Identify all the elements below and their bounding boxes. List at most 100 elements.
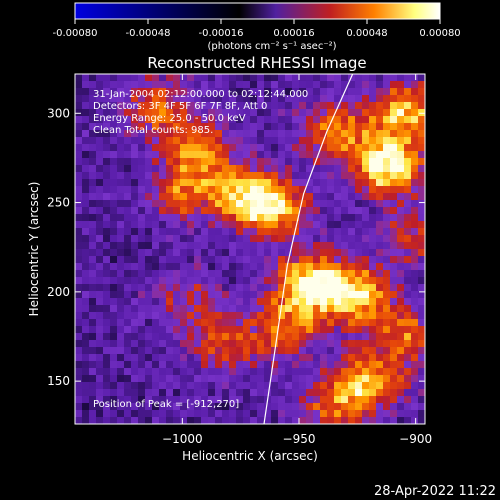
heatmap-cell [89,200,97,208]
heatmap-cell [390,123,398,131]
heatmap-cell [110,333,118,341]
heatmap-cell [250,144,258,152]
heatmap-cell [117,277,125,285]
heatmap-cell [194,326,202,334]
heatmap-cell [89,403,97,411]
heatmap-cell [208,319,216,327]
heatmap-cell [103,151,111,159]
heatmap-cell [166,235,174,243]
heatmap-cell [376,221,384,229]
heatmap-cell [131,403,139,411]
heatmap-cell [292,109,300,117]
heatmap-cell [110,228,118,236]
heatmap-cell [124,151,132,159]
heatmap-cell [152,200,160,208]
heatmap-cell [362,158,370,166]
heatmap-cell [229,137,237,145]
heatmap-cell [299,410,307,418]
heatmap-cell [369,137,377,145]
heatmap-cell [124,340,132,348]
heatmap-cell [180,333,188,341]
heatmap-cell [117,326,125,334]
heatmap-cell [376,186,384,194]
heatmap-cell [117,179,125,187]
heatmap-cell [362,333,370,341]
heatmap-cell [201,284,209,292]
heatmap-cell [369,235,377,243]
heatmap-cell [341,158,349,166]
heatmap-cell [376,130,384,138]
heatmap-cell [166,305,174,313]
heatmap-cell [376,417,384,424]
heatmap-cell [124,81,132,89]
heatmap-cell [110,137,118,145]
heatmap-cell [292,179,300,187]
heatmap-cell [306,144,314,152]
heatmap-cell [96,186,104,194]
heatmap-cell [145,193,153,201]
heatmap-cell [257,102,265,110]
heatmap-cell [285,116,293,124]
heatmap-cell [96,256,104,264]
heatmap-cell [292,242,300,250]
heatmap-cell [229,298,237,306]
heatmap-cell [166,312,174,320]
heatmap-cell [117,165,125,173]
heatmap-cell [299,102,307,110]
heatmap-cell [166,368,174,376]
heatmap-cell [159,88,167,96]
heatmap-cell [362,263,370,271]
heatmap-cell [75,298,83,306]
heatmap-cell [222,221,230,229]
heatmap-cell [355,312,363,320]
heatmap-cell [110,207,118,215]
heatmap-cell [103,144,111,152]
heatmap-cell [103,277,111,285]
heatmap-cell [187,347,195,355]
heatmap-cell [390,410,398,418]
heatmap-cell [320,305,328,313]
heatmap-cell [348,375,356,383]
heatmap-cell [159,277,167,285]
heatmap-cell [96,347,104,355]
heatmap-cell [278,102,286,110]
heatmap-cell [397,137,405,145]
heatmap-cell [292,81,300,89]
heatmap-cell [271,95,279,103]
heatmap-cell [334,221,342,229]
heatmap-cell [271,172,279,180]
heatmap-cell [173,235,181,243]
heatmap-cell [418,375,425,383]
heatmap-cell [208,130,216,138]
heatmap-cell [215,312,223,320]
heatmap-cell [390,88,398,96]
heatmap-cell [89,368,97,376]
heatmap-cell [201,116,209,124]
heatmap-cell [369,95,377,103]
heatmap-cell [201,298,209,306]
heatmap-cell [96,284,104,292]
heatmap-cell [117,249,125,257]
heatmap-cell [152,333,160,341]
heatmap-cell [124,347,132,355]
heatmap-cell [404,228,412,236]
heatmap-cell [236,165,244,173]
heatmap-cell [285,221,293,229]
colorbar-unit-label: (photons cm⁻² s⁻¹ asec⁻²) [207,41,336,52]
heatmap-cell [327,347,335,355]
heatmap-cell [404,74,412,82]
heatmap-cell [355,158,363,166]
heatmap-cell [152,382,160,390]
heatmap-cell [418,410,425,418]
heatmap-cell [166,179,174,187]
heatmap-cell [173,221,181,229]
heatmap-cell [376,228,384,236]
heatmap-cell [320,298,328,306]
heatmap-cell [103,193,111,201]
heatmap-cell [369,102,377,110]
heatmap-cell [96,312,104,320]
heatmap-cell [306,200,314,208]
heatmap-cell [271,214,279,222]
heatmap-cell [82,172,90,180]
heatmap-cell [313,403,321,411]
